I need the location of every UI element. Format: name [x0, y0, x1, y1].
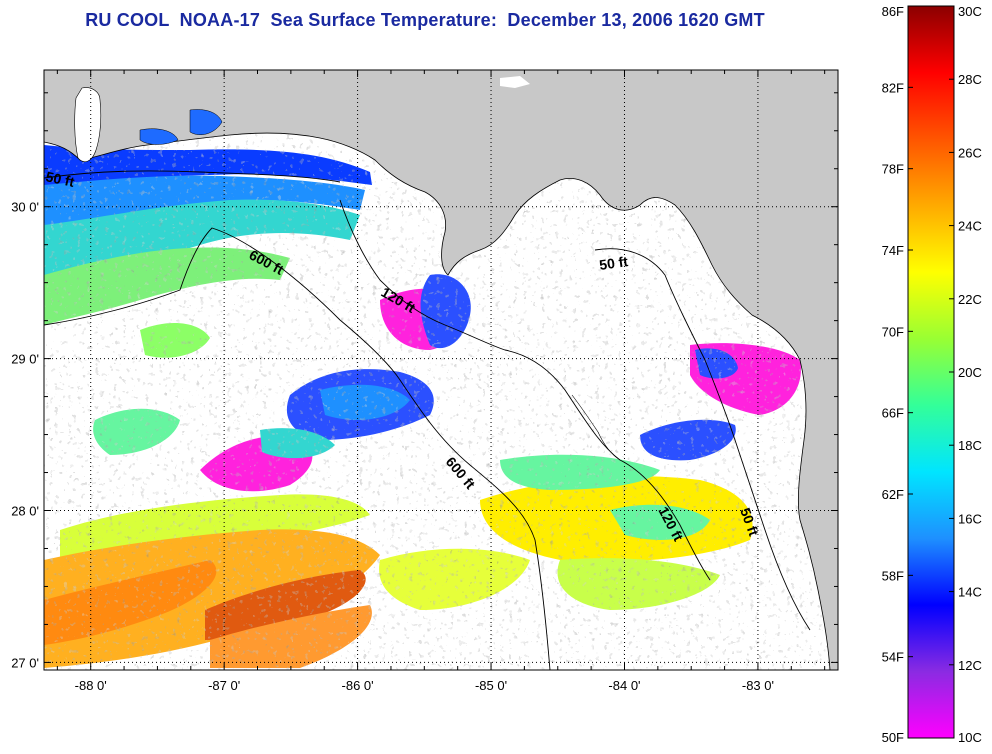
lon-tick-label: -87 0'	[208, 678, 240, 693]
isobath-600ft	[44, 227, 551, 670]
land-mass	[44, 70, 838, 670]
lon-tick-label: -85 0'	[475, 678, 507, 693]
map-title: RU COOL NOAA-17 Sea Surface Temperature:…	[85, 10, 765, 30]
land-mass	[74, 87, 102, 163]
lon-tick-label: -83 0'	[742, 678, 774, 693]
lat-tick-label: 29 0'	[11, 352, 39, 367]
lat-tick-label: 27 0'	[11, 655, 39, 670]
contour-label: 50 ft	[598, 253, 629, 273]
lat-tick-label: 30 0'	[11, 200, 39, 215]
lon-tick-label: -88 0'	[75, 678, 107, 693]
graticule	[44, 70, 838, 670]
lat-tick-label: 28 0'	[11, 504, 39, 519]
cloud-speck	[500, 76, 530, 88]
bay	[139, 128, 179, 145]
lon-tick-label: -86 0'	[342, 678, 374, 693]
lon-tick-label: -84 0'	[608, 678, 640, 693]
isobath-120ft	[339, 199, 711, 581]
contour-label: 50 ft	[44, 168, 76, 190]
isobath-50ft	[44, 170, 341, 183]
bay	[189, 109, 223, 135]
map-frame	[43, 69, 839, 671]
isobaths	[44, 170, 811, 670]
isobath-50ft-east	[594, 248, 811, 631]
axis-ticks: -88 0' -87 0' -86 0' -85 0' -84 0' -83 0' 27 0…	[11, 70, 838, 693]
